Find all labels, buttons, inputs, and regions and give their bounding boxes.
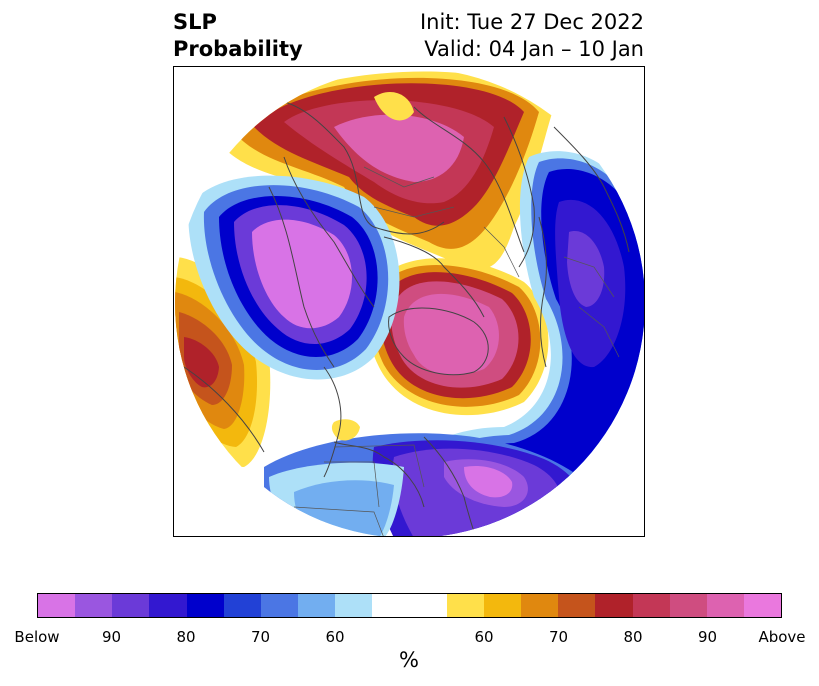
colorbar-tick-label: 90 bbox=[697, 628, 718, 646]
colorbar-segment bbox=[743, 594, 782, 617]
map-panel bbox=[173, 66, 645, 537]
colorbar-tick-label: 70 bbox=[548, 628, 569, 646]
title-variable: SLP bbox=[173, 10, 217, 34]
map-disk bbox=[175, 68, 644, 536]
colorbar-segment bbox=[75, 594, 113, 617]
colorbar-segment bbox=[595, 594, 633, 617]
map-dates: Init: Tue 27 Dec 2022 Valid: 04 Jan – 10… bbox=[420, 9, 644, 63]
colorbar-segment bbox=[149, 594, 187, 617]
colorbar-segment bbox=[38, 594, 76, 617]
colorbar-segment bbox=[372, 594, 410, 617]
colorbar-tick-label: 60 bbox=[474, 628, 494, 646]
colorbar-segment bbox=[223, 594, 261, 617]
colorbar-segment bbox=[632, 594, 670, 617]
colorbar-segment bbox=[521, 594, 559, 617]
colorbar-segment bbox=[298, 594, 336, 617]
colorbar-tick-label: Below bbox=[14, 628, 60, 646]
probability-map bbox=[175, 68, 644, 536]
colorbar bbox=[37, 593, 782, 618]
country-borders bbox=[293, 166, 620, 536]
colorbar-segment bbox=[446, 594, 484, 617]
colorbar-segment bbox=[112, 594, 150, 617]
colorbar-tick-label: 80 bbox=[623, 628, 643, 646]
colorbar-tick-label: 80 bbox=[176, 628, 196, 646]
colorbar-segment bbox=[558, 594, 596, 617]
init-date: Init: Tue 27 Dec 2022 bbox=[419, 10, 644, 34]
colorbar-tick-label: 90 bbox=[101, 628, 122, 646]
colorbar-segment bbox=[706, 594, 744, 617]
above-region-eurasia bbox=[214, 71, 554, 270]
colorbar-segment bbox=[483, 594, 522, 617]
title-product: Probability bbox=[173, 37, 303, 61]
below-region-atlantic bbox=[399, 151, 644, 526]
below-region-siberia bbox=[188, 175, 400, 380]
colorbar-tick-label: 70 bbox=[250, 628, 271, 646]
colorbar-segment bbox=[186, 594, 224, 617]
colorbar-segment bbox=[409, 594, 447, 617]
colorbar-label: % bbox=[399, 648, 419, 672]
coastlines bbox=[183, 76, 630, 536]
valid-range: Valid: 04 Jan – 10 Jan bbox=[424, 37, 644, 61]
colorbar-segment bbox=[260, 594, 299, 617]
colorbar-tick-label: Above bbox=[758, 628, 806, 646]
map-title: SLP Probability bbox=[173, 9, 303, 63]
colorbar-tick-label: 60 bbox=[325, 628, 345, 646]
colorbar-segment bbox=[669, 594, 707, 617]
colorbar-segment bbox=[335, 594, 373, 617]
